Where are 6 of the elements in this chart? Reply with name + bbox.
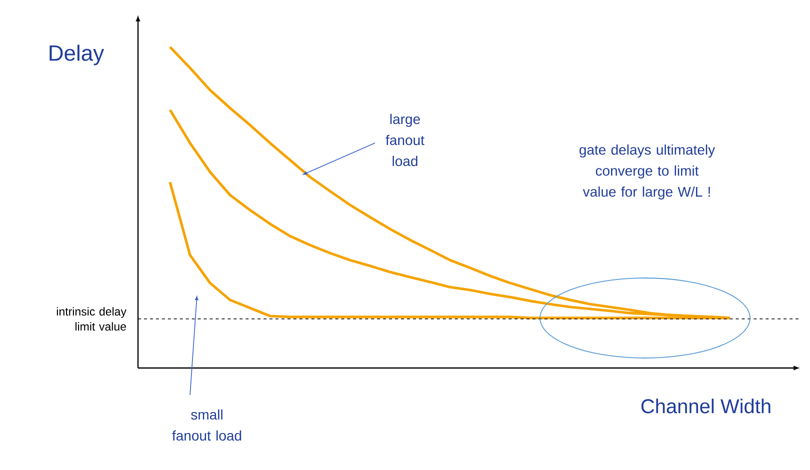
x-axis-title: Channel Width	[641, 398, 770, 414]
y-axis-title: Delay	[50, 44, 104, 66]
annotation: gate delays ultimately converge to limit value for large W/L !	[580, 144, 716, 200]
annotation: large fanout load	[386, 114, 424, 166]
ref-line-label: intrinsic delay limit value	[56, 307, 126, 331]
text: small fanout load	[172, 409, 242, 441]
